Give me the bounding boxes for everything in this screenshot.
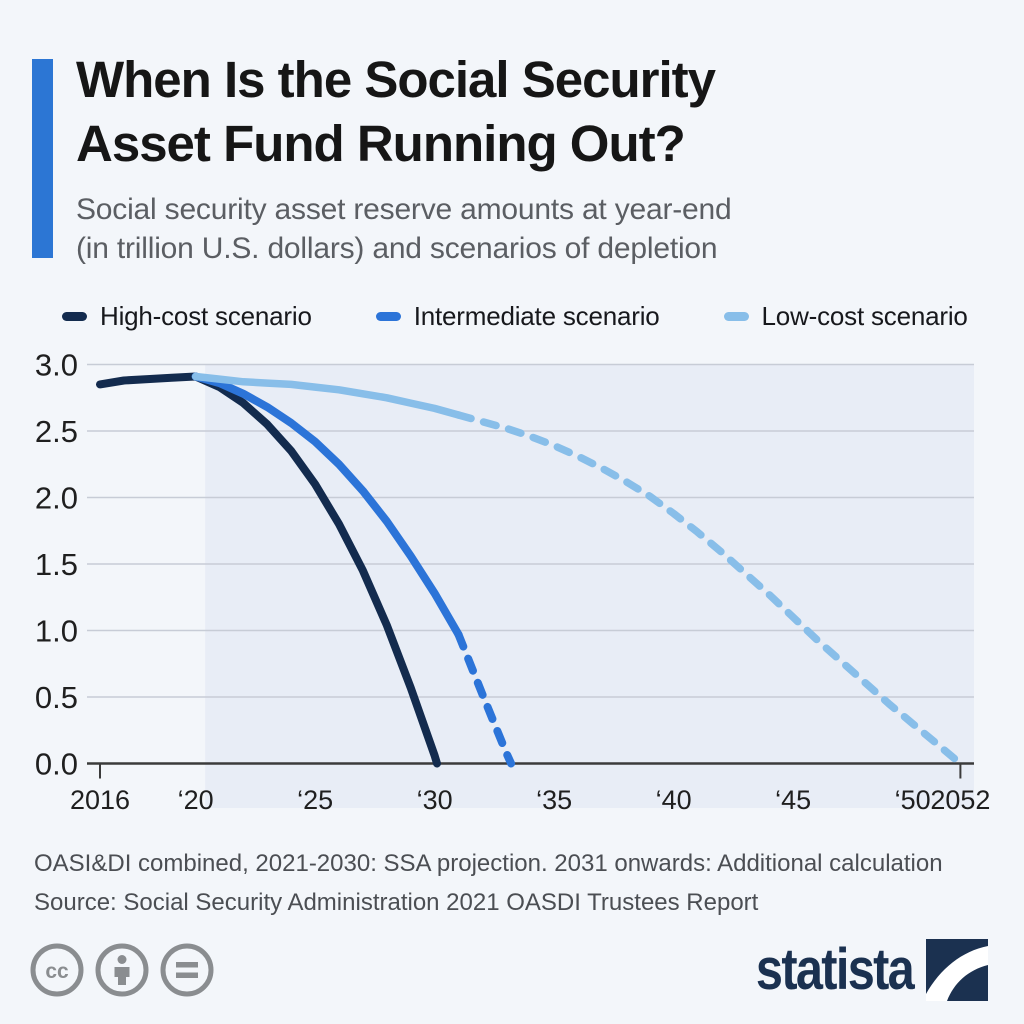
projection-shaded-region [205, 364, 974, 808]
y-tick-label-1.0: 1.0 [35, 614, 78, 649]
legend-label-intermediate: Intermediate scenario [413, 301, 660, 331]
y-tick-label-2.0: 2.0 [35, 481, 78, 516]
footer-bar: cc statista [30, 936, 988, 1003]
chart-legend: High-cost scenario Intermediate scenario… [62, 301, 968, 332]
statista-logo: statista [726, 936, 988, 1003]
series-solid-0 [96, 372, 441, 768]
legend-item-intermediate: Intermediate scenario [375, 301, 660, 332]
statista-logo-mark [926, 938, 988, 1001]
legend-item-high-cost: High-cost scenario [62, 301, 312, 332]
x-tick-label-‘40: ‘40 [656, 785, 692, 815]
title-accent-bar [32, 59, 53, 258]
legend-item-low-cost: Low-cost scenario [723, 301, 968, 332]
chart-subtitle: Social security asset reserve amounts at… [76, 190, 732, 268]
x-tick-label-‘20: ‘20 [178, 785, 214, 815]
series-solid-2 [191, 372, 463, 419]
y-tick-label-0.0: 0.0 [35, 747, 78, 782]
y-tick-label-3.0: 3.0 [35, 348, 78, 383]
equals-icon [160, 943, 214, 996]
legend-marker-intermediate [375, 312, 401, 321]
chart-subtitle-line2: (in trillion U.S. dollars) and scenarios… [76, 232, 718, 265]
legend-label-low-cost: Low-cost scenario [761, 301, 968, 331]
source-text: Source: Social Security Administration 2… [34, 889, 759, 916]
x-tick-label-2052: 2052 [930, 785, 990, 815]
page-title-line2: Asset Fund Running Out? [76, 115, 686, 172]
legend-marker-high-cost [62, 312, 87, 321]
chart-notes: OASI&DI combined, 2021-2030: SSA project… [34, 844, 943, 922]
x-tick-label-‘25: ‘25 [297, 785, 333, 815]
license-icons: cc [30, 943, 214, 997]
cc-icon: cc [30, 943, 84, 996]
statista-wordmark: statista [755, 937, 915, 1002]
attribution-person-icon [95, 943, 149, 996]
svg-text:cc: cc [45, 960, 69, 983]
page-title-line1: When Is the Social Security [76, 51, 716, 108]
legend-marker-low-cost [723, 312, 749, 321]
series-solid-1 [191, 372, 463, 639]
y-tick-label-1.5: 1.5 [35, 547, 78, 582]
series-dashed-2 [454, 411, 965, 768]
note-text: OASI&DI combined, 2021-2030: SSA project… [34, 850, 943, 877]
page-title: When Is the Social Security Asset Fund Ru… [76, 48, 716, 176]
x-tick-label-‘35: ‘35 [536, 785, 572, 815]
y-tick-label-2.5: 2.5 [35, 414, 78, 449]
x-tick-label-2016: 2016 [70, 785, 130, 815]
x-tick-label-‘30: ‘30 [417, 785, 453, 815]
chart-subtitle-line1: Social security asset reserve amounts at… [76, 193, 732, 226]
legend-label-high-cost: High-cost scenario [100, 301, 312, 331]
y-tick-label-0.5: 0.5 [35, 680, 78, 715]
x-tick-label-‘50: ‘50 [895, 785, 931, 815]
x-tick-label-‘45: ‘45 [775, 785, 811, 815]
series-dashed-1 [454, 630, 516, 768]
